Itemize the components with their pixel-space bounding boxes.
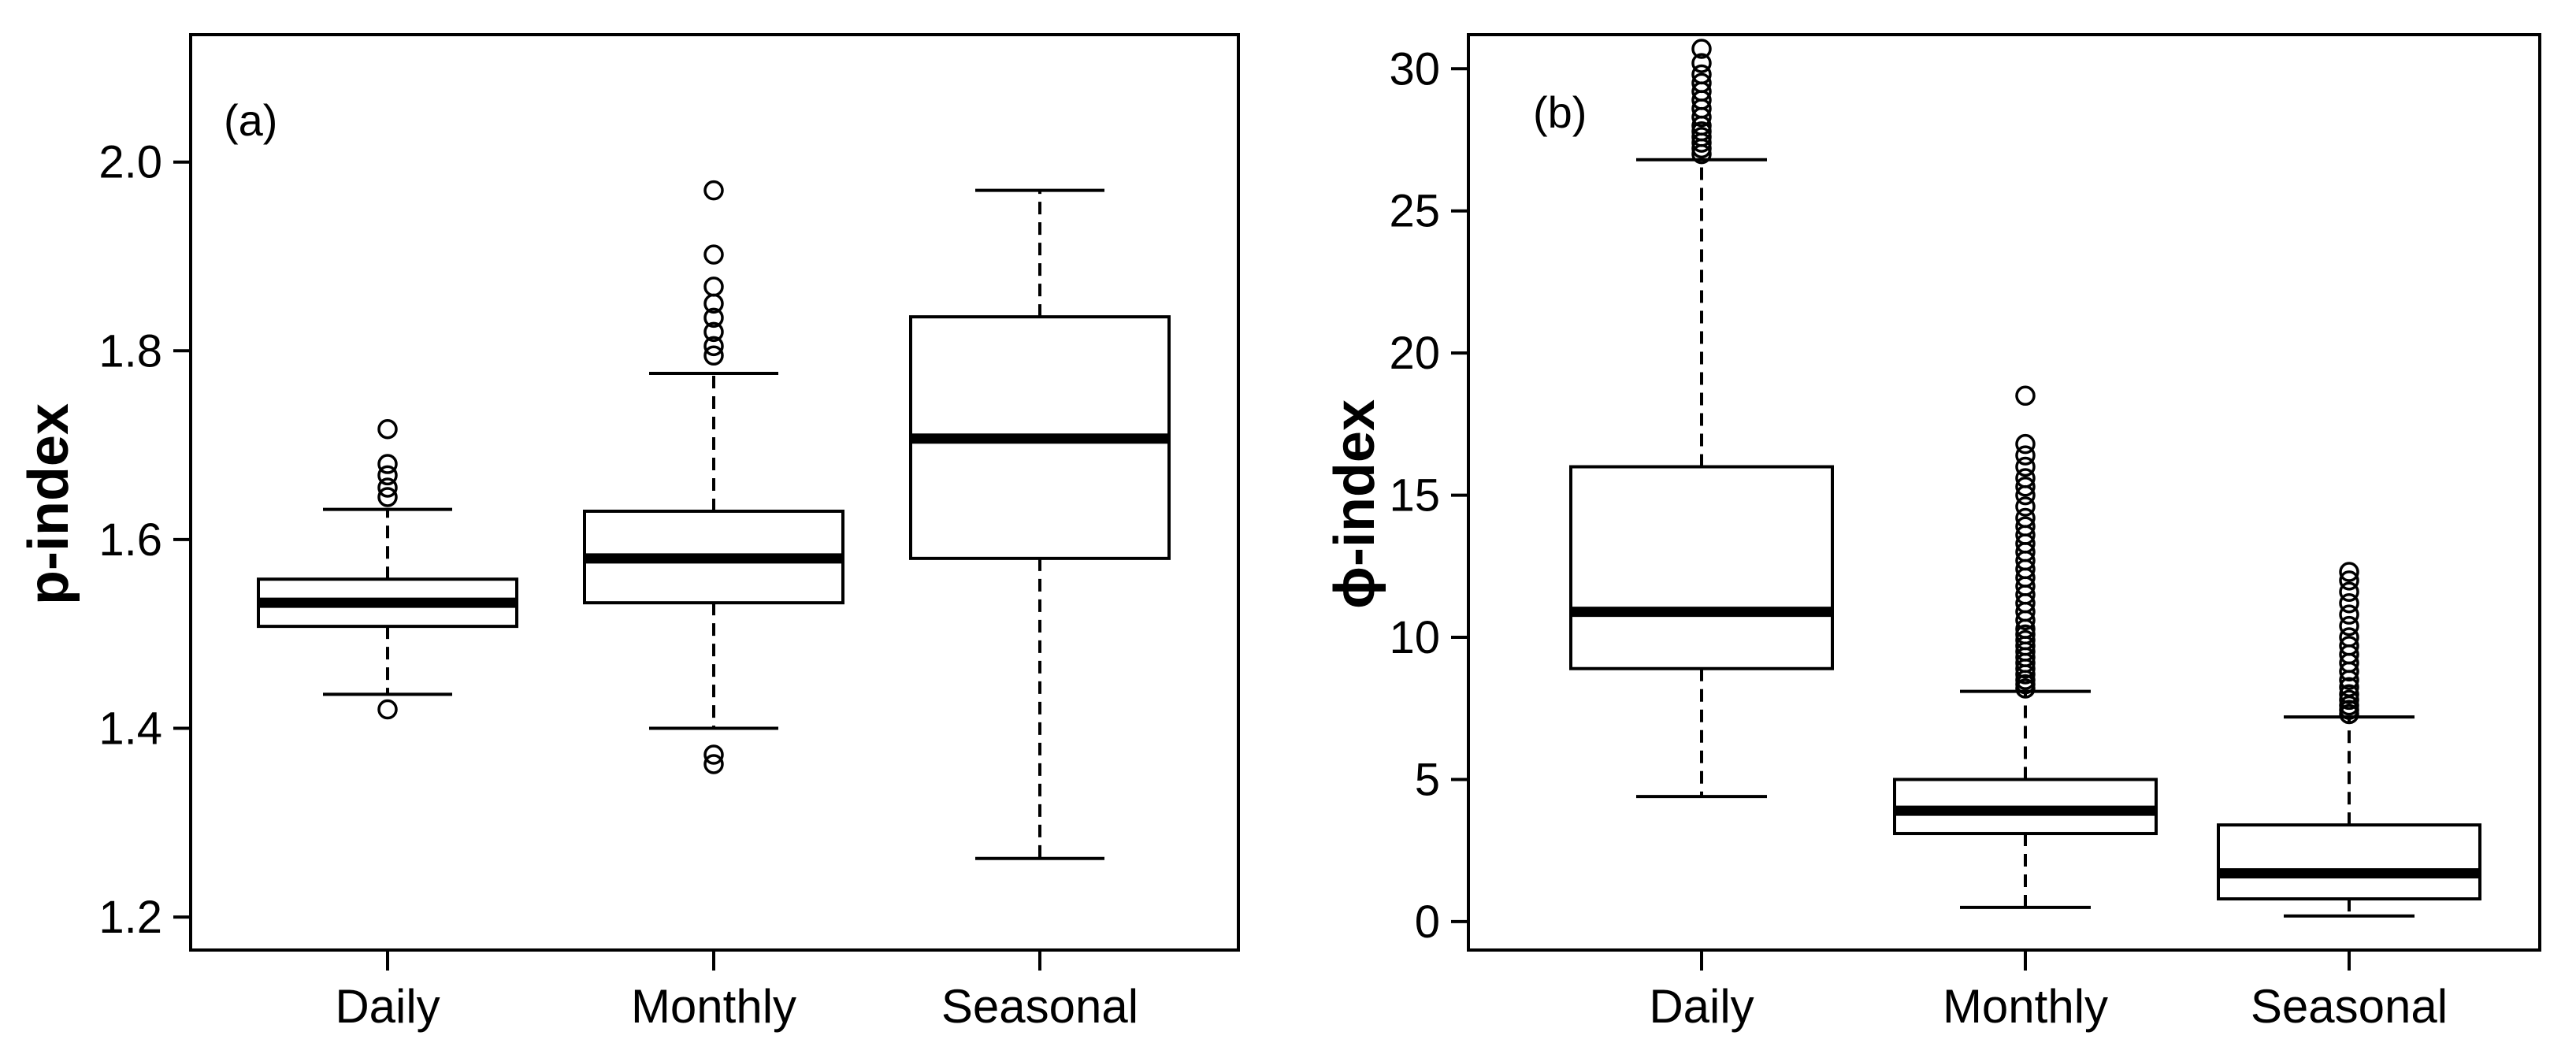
panel-a-x-tick-label-seasonal: Seasonal: [941, 980, 1138, 1033]
outlier-point: [377, 454, 398, 474]
outlier-point: [1691, 72, 1712, 94]
panel-b-label: (b): [1533, 87, 1587, 137]
panel-a-y-axis: 1.2 1.4 1.6 1.8 2.0: [98, 137, 191, 943]
outlier-point: [2339, 562, 2359, 582]
outlier-point: [703, 754, 724, 774]
panel-b-box-seasonal: [2217, 562, 2481, 918]
panel-b-x-tick-label-monthly: Monthly: [1943, 980, 2108, 1033]
panel-a-x-tick-label-daily: Daily: [335, 980, 440, 1033]
outlier-point: [2015, 385, 2036, 406]
panel-b-y-tick-label: 25: [1389, 186, 1440, 237]
outlier-point: [2339, 615, 2359, 637]
outlier-point: [2015, 477, 2036, 497]
panel-a-box-daily: [257, 418, 518, 720]
outlier-point: [377, 477, 398, 498]
panel-a-x-tick-label-monthly: Monthly: [631, 980, 796, 1033]
outlier-point: [377, 465, 398, 486]
outlier-point: [2015, 456, 2036, 477]
panel-b: (b) ϕ-index 0 5 10 15 20 25 30 Daily Monthly Sea…: [1323, 33, 2541, 1033]
iqr-box: [1569, 465, 1834, 670]
panel-a-y-tick-label: 1.8: [98, 325, 162, 377]
panel-a-y-tick-label: 1.6: [98, 514, 162, 566]
outlier-point: [703, 345, 724, 366]
outlier-point: [2015, 507, 2036, 529]
outlier-point: [377, 699, 398, 720]
panel-b-y-tick-label: 30: [1389, 43, 1440, 95]
outlier-point: [1691, 39, 1712, 59]
panel-b-x-tick-label-daily: Daily: [1649, 980, 1754, 1033]
outlier-point: [2015, 496, 2036, 517]
panel-a-y-tick-label: 1.2: [98, 892, 162, 943]
outlier-point: [2339, 581, 2359, 603]
panel-a-boxes: [257, 180, 1171, 860]
outlier-point: [703, 307, 724, 328]
panel-b-y-axis-label: ϕ-index: [1323, 399, 1386, 609]
panel-a-y-tick-label: 1.4: [98, 703, 162, 754]
iqr-box: [2217, 823, 2481, 901]
panel-b-y-tick-label: 15: [1389, 470, 1440, 522]
panel-b-x-tick-label-seasonal: Seasonal: [2251, 980, 2448, 1033]
panel-a-x-axis: Daily Monthly Seasonal: [335, 950, 1138, 1033]
panel-a-box-seasonal: [909, 188, 1171, 860]
outlier-point: [703, 244, 724, 265]
panel-b-boxes: [1569, 39, 2481, 918]
panel-a: (a) p-index 1.2 1.4 1.6 1.8 2.0 Daily Monthly…: [17, 33, 1240, 1033]
outlier-point: [703, 744, 724, 765]
outlier-point: [703, 336, 724, 357]
outlier-point: [703, 277, 724, 297]
panel-a-box-monthly: [583, 180, 844, 774]
panel-b-box-daily: [1569, 39, 1834, 799]
outlier-point: [2015, 629, 2036, 651]
outlier-point: [2339, 604, 2359, 625]
panel-b-y-tick-label: 20: [1389, 328, 1440, 379]
outlier-point: [1691, 127, 1712, 147]
panel-b-y-tick-label: 5: [1415, 754, 1440, 805]
outlier-point: [703, 321, 724, 343]
panel-b-y-axis: 0 5 10 15 20 25 30: [1389, 43, 1468, 948]
outlier-point: [2015, 468, 2036, 488]
outlier-point: [1691, 64, 1712, 85]
outlier-point: [377, 487, 398, 507]
outlier-point: [2339, 636, 2359, 656]
outlier-point: [703, 180, 724, 201]
outlier-point: [2339, 689, 2359, 711]
outlier-point: [2339, 684, 2359, 704]
panel-a-label: (a): [224, 95, 277, 145]
outlier-point: [2015, 445, 2036, 466]
panel-a-y-axis-label: p-index: [17, 403, 80, 605]
panel-b-box-monthly: [1893, 385, 2158, 909]
panel-b-y-tick-label: 0: [1415, 896, 1440, 948]
panel-b-y-tick-label: 10: [1389, 612, 1440, 663]
outlier-point: [2015, 624, 2036, 645]
outlier-point: [1691, 53, 1712, 73]
outlier-point: [1691, 121, 1712, 142]
outlier-point: [2015, 516, 2036, 537]
outlier-point: [2339, 592, 2359, 614]
outlier-point: [2339, 570, 2359, 591]
outlier-point: [2339, 677, 2359, 697]
panel-b-x-axis: Daily Monthly Seasonal: [1649, 950, 2448, 1033]
panel-b-frame: [1467, 33, 2541, 952]
panel-a-y-tick-label: 2.0: [98, 137, 162, 188]
outlier-point: [377, 418, 398, 440]
outlier-point: [2339, 627, 2359, 648]
outlier-point: [2015, 433, 2036, 455]
